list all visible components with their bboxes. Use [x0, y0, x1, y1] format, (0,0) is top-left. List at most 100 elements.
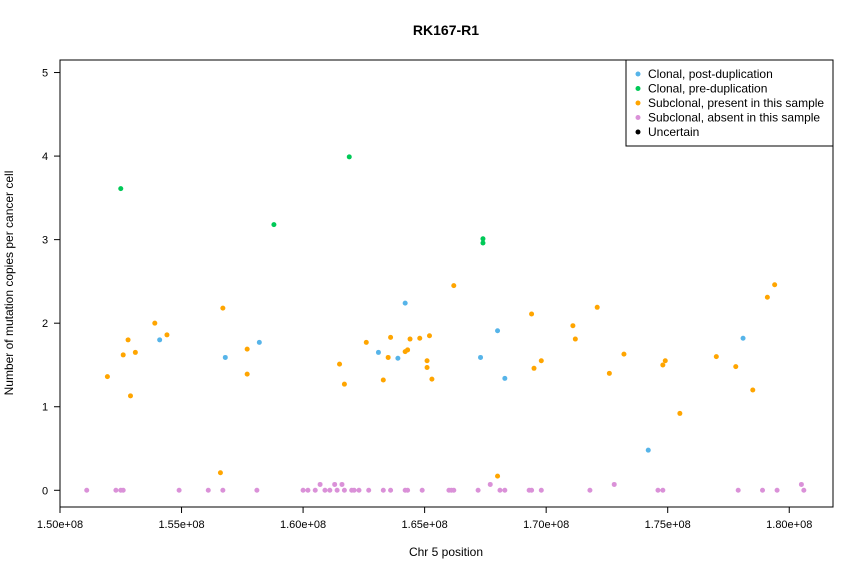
data-point — [594, 304, 600, 310]
data-point — [529, 311, 535, 317]
data-point — [395, 355, 401, 361]
data-point — [254, 487, 260, 493]
data-point — [660, 362, 666, 368]
data-point — [217, 470, 223, 476]
data-point — [118, 186, 124, 192]
legend-label: Subclonal, present in this sample — [648, 96, 824, 110]
data-point — [621, 351, 627, 357]
data-point — [244, 371, 250, 377]
data-points — [84, 154, 807, 493]
x-tick-label: 1.80e+08 — [766, 519, 812, 531]
legend-label: Subclonal, absent in this sample — [648, 111, 820, 125]
x-tick-label: 1.60e+08 — [280, 519, 326, 531]
data-point — [426, 333, 432, 339]
data-point — [424, 364, 430, 370]
data-point — [402, 300, 408, 306]
data-point — [271, 222, 277, 228]
legend-label: Clonal, pre-duplication — [648, 82, 767, 96]
legend-marker — [635, 71, 641, 77]
data-point — [475, 487, 481, 493]
data-point — [538, 487, 544, 493]
data-point — [341, 487, 347, 493]
data-point — [538, 358, 544, 364]
data-point — [244, 346, 250, 352]
data-point — [332, 481, 338, 487]
data-point — [764, 294, 770, 300]
data-point — [801, 487, 807, 493]
data-point — [502, 375, 508, 381]
y-tick-label: 0 — [42, 485, 48, 497]
data-point — [222, 354, 228, 360]
data-point — [176, 487, 182, 493]
data-point — [132, 349, 138, 355]
legend-marker — [635, 86, 641, 91]
data-point — [655, 487, 661, 493]
data-point — [735, 487, 741, 493]
data-point — [334, 487, 340, 493]
data-point — [531, 365, 537, 371]
data-point — [84, 487, 90, 493]
data-point — [113, 487, 119, 493]
data-point — [713, 354, 719, 360]
data-point — [317, 481, 323, 487]
x-axis-label: Chr 5 position — [409, 545, 483, 559]
y-axis: 0 1 2 3 4 5 — [42, 68, 60, 497]
data-point — [388, 487, 394, 493]
y-tick-label: 3 — [42, 235, 48, 247]
data-point — [611, 481, 617, 487]
data-point — [341, 381, 347, 387]
data-point — [205, 487, 211, 493]
data-point — [645, 447, 651, 453]
data-point — [495, 328, 501, 334]
data-point — [327, 487, 333, 493]
data-point — [774, 487, 780, 493]
data-point — [337, 361, 343, 367]
legend-marker — [635, 115, 641, 120]
data-point — [366, 487, 372, 493]
data-point — [760, 487, 766, 493]
data-point — [363, 339, 369, 345]
data-point — [529, 487, 535, 493]
legend-label: Clonal, post-duplication — [648, 67, 773, 81]
data-point — [750, 387, 756, 393]
data-point — [220, 487, 226, 493]
data-point — [606, 370, 612, 376]
data-point — [256, 339, 262, 345]
plot-frame — [59, 59, 834, 508]
data-point — [570, 323, 576, 329]
y-axis-label: Number of mutation copies per cancer cel… — [2, 171, 16, 396]
data-point — [339, 481, 345, 487]
data-point — [502, 487, 508, 493]
x-axis: 1.50e+08 1.55e+08 1.60e+08 1.65e+08 1.70e+08… — [37, 507, 812, 531]
data-point — [478, 354, 484, 360]
data-point — [380, 487, 386, 493]
y-tick-label: 2 — [42, 318, 48, 330]
data-point — [385, 354, 391, 360]
data-point — [375, 349, 381, 355]
data-point — [356, 487, 362, 493]
data-point — [772, 282, 778, 288]
data-point — [164, 332, 170, 338]
data-point — [572, 336, 578, 342]
data-point — [300, 487, 306, 493]
data-point — [125, 337, 131, 343]
data-point — [419, 487, 425, 493]
legend-box — [625, 59, 834, 147]
y-tick-label: 4 — [42, 151, 48, 163]
data-point — [351, 487, 357, 493]
data-point — [220, 305, 226, 311]
data-point — [587, 487, 593, 493]
x-tick-label: 1.55e+08 — [158, 519, 204, 531]
data-point — [487, 481, 493, 487]
data-point — [740, 335, 746, 341]
data-point — [157, 337, 163, 343]
data-point — [127, 393, 133, 399]
data-point — [120, 352, 126, 358]
legend-marker — [635, 129, 641, 135]
data-point — [388, 334, 394, 340]
data-point — [346, 154, 352, 160]
data-point — [497, 487, 503, 493]
data-point — [405, 347, 411, 353]
